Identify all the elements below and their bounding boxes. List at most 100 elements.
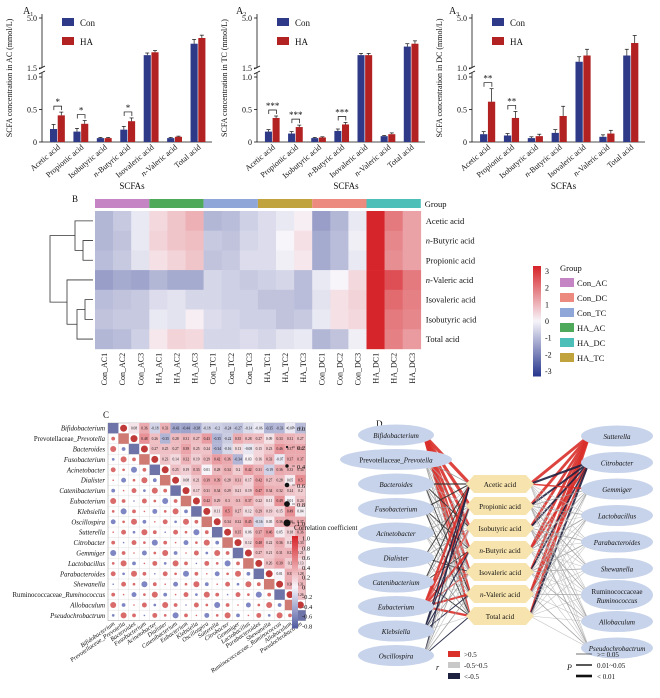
colorbar-step bbox=[292, 607, 298, 611]
corr-dot bbox=[204, 612, 210, 618]
network-edge bbox=[423, 508, 471, 595]
corr-value: 0.2 bbox=[236, 468, 241, 472]
corr-cell bbox=[295, 464, 306, 475]
corr-dot bbox=[234, 539, 242, 547]
corr-value: 0.37 bbox=[256, 530, 262, 534]
corr-dot bbox=[131, 466, 137, 473]
colorbar-tick-label: 0 bbox=[302, 584, 305, 591]
corr-value: 0.16 bbox=[256, 458, 262, 462]
scale-step bbox=[533, 328, 541, 331]
legend-label: HA bbox=[295, 37, 308, 47]
corr-dot bbox=[133, 552, 135, 554]
corr-dot bbox=[153, 551, 157, 555]
corr-dot bbox=[184, 561, 188, 566]
corr-value: 0.31 bbox=[256, 468, 262, 472]
node-center bbox=[466, 475, 534, 493]
corr-value: 0.35 bbox=[235, 530, 241, 534]
corr-cell bbox=[212, 485, 223, 496]
corr-value: -0.06 bbox=[255, 426, 263, 430]
legend-label: HA_DC bbox=[577, 338, 606, 348]
network-edge bbox=[529, 593, 590, 649]
corr-dot bbox=[163, 592, 168, 597]
bar-ha bbox=[81, 123, 89, 142]
corr-dot bbox=[133, 500, 135, 502]
scale-step bbox=[533, 335, 541, 338]
colorbar-step bbox=[292, 582, 298, 585]
corr-dot bbox=[110, 519, 116, 525]
network-edge bbox=[529, 571, 590, 649]
corr-value: 0.34 bbox=[224, 468, 230, 472]
bar-con bbox=[311, 138, 319, 142]
network-edge bbox=[423, 483, 471, 573]
scale-step bbox=[533, 361, 541, 364]
network-edge bbox=[422, 434, 472, 507]
column-label: Con_DC2 bbox=[335, 353, 344, 385]
bar-ha bbox=[583, 55, 591, 142]
corr-cell bbox=[253, 443, 264, 455]
heat-cell bbox=[276, 329, 295, 350]
corr-cell bbox=[222, 516, 233, 527]
corr-dot bbox=[246, 571, 251, 576]
node-left bbox=[358, 424, 434, 446]
column-label: HA_TC1 bbox=[263, 353, 272, 383]
node-right bbox=[581, 611, 653, 632]
corr-dot bbox=[112, 531, 114, 533]
colorbar-step bbox=[292, 558, 298, 561]
heat-cell bbox=[149, 211, 168, 231]
node-label-rest: -Butyric acid bbox=[483, 547, 521, 555]
corr-dot bbox=[204, 582, 209, 587]
network-edge bbox=[423, 483, 471, 534]
corr-dot bbox=[224, 528, 232, 536]
row-label: Acetic acid bbox=[426, 216, 465, 226]
corr-dot bbox=[132, 478, 136, 482]
heat-cell bbox=[402, 270, 422, 291]
corr-dot bbox=[163, 614, 167, 617]
network-edge bbox=[529, 488, 590, 551]
corr-dot bbox=[152, 530, 157, 535]
node-label: n-Butyric acid bbox=[479, 547, 521, 555]
corr-cell bbox=[243, 537, 254, 548]
scale-step bbox=[533, 275, 541, 278]
corr-value: -0.18 bbox=[203, 426, 211, 430]
bar-con bbox=[403, 46, 411, 143]
corr-dot bbox=[122, 572, 125, 576]
corr-value: 0.28 bbox=[245, 437, 251, 441]
panel-label: D bbox=[376, 419, 383, 429]
colorbar-tick-label: -0.6 bbox=[302, 614, 313, 621]
corr-cell bbox=[295, 443, 306, 455]
corr-dot bbox=[141, 477, 148, 484]
scale-step bbox=[533, 293, 541, 296]
scale-step bbox=[533, 333, 541, 337]
colorbar-step bbox=[292, 559, 298, 563]
corr-value: 0.27 bbox=[297, 437, 303, 441]
column-label: HA_AC2 bbox=[172, 353, 181, 384]
network-edge bbox=[529, 488, 590, 507]
y-tick-label: 5.0 bbox=[242, 14, 252, 23]
network-edge bbox=[423, 571, 471, 608]
corr-cell bbox=[222, 433, 233, 444]
corr-cell bbox=[191, 454, 202, 465]
corr-value: 0.05 bbox=[266, 520, 272, 524]
row-label-genus: Prevotella bbox=[76, 436, 106, 443]
corr-cell bbox=[264, 527, 275, 538]
row-label: Propionic acid bbox=[426, 255, 476, 265]
pvalue-tick-label: 0.4 bbox=[297, 464, 306, 471]
heat-cell bbox=[239, 211, 259, 231]
corr-dot bbox=[225, 551, 230, 555]
network-edge bbox=[529, 527, 590, 622]
corr-cell bbox=[284, 423, 296, 434]
network-edge bbox=[423, 508, 471, 617]
colorbar-step bbox=[292, 600, 298, 603]
corr-cell bbox=[191, 443, 202, 455]
corr-cell bbox=[170, 433, 181, 444]
corr-cell bbox=[264, 423, 275, 434]
corr-cell bbox=[274, 547, 285, 559]
row-label: Pseudochrobactrum bbox=[49, 613, 105, 620]
group-bar-con_ac bbox=[95, 199, 150, 208]
corr-dot bbox=[162, 571, 168, 577]
heat-cell bbox=[348, 270, 367, 291]
network-edge bbox=[528, 435, 591, 529]
legend-swatch-con bbox=[492, 18, 504, 26]
node-label: n-Valeric acid bbox=[480, 591, 521, 599]
corr-value: 0.13 bbox=[297, 562, 303, 566]
